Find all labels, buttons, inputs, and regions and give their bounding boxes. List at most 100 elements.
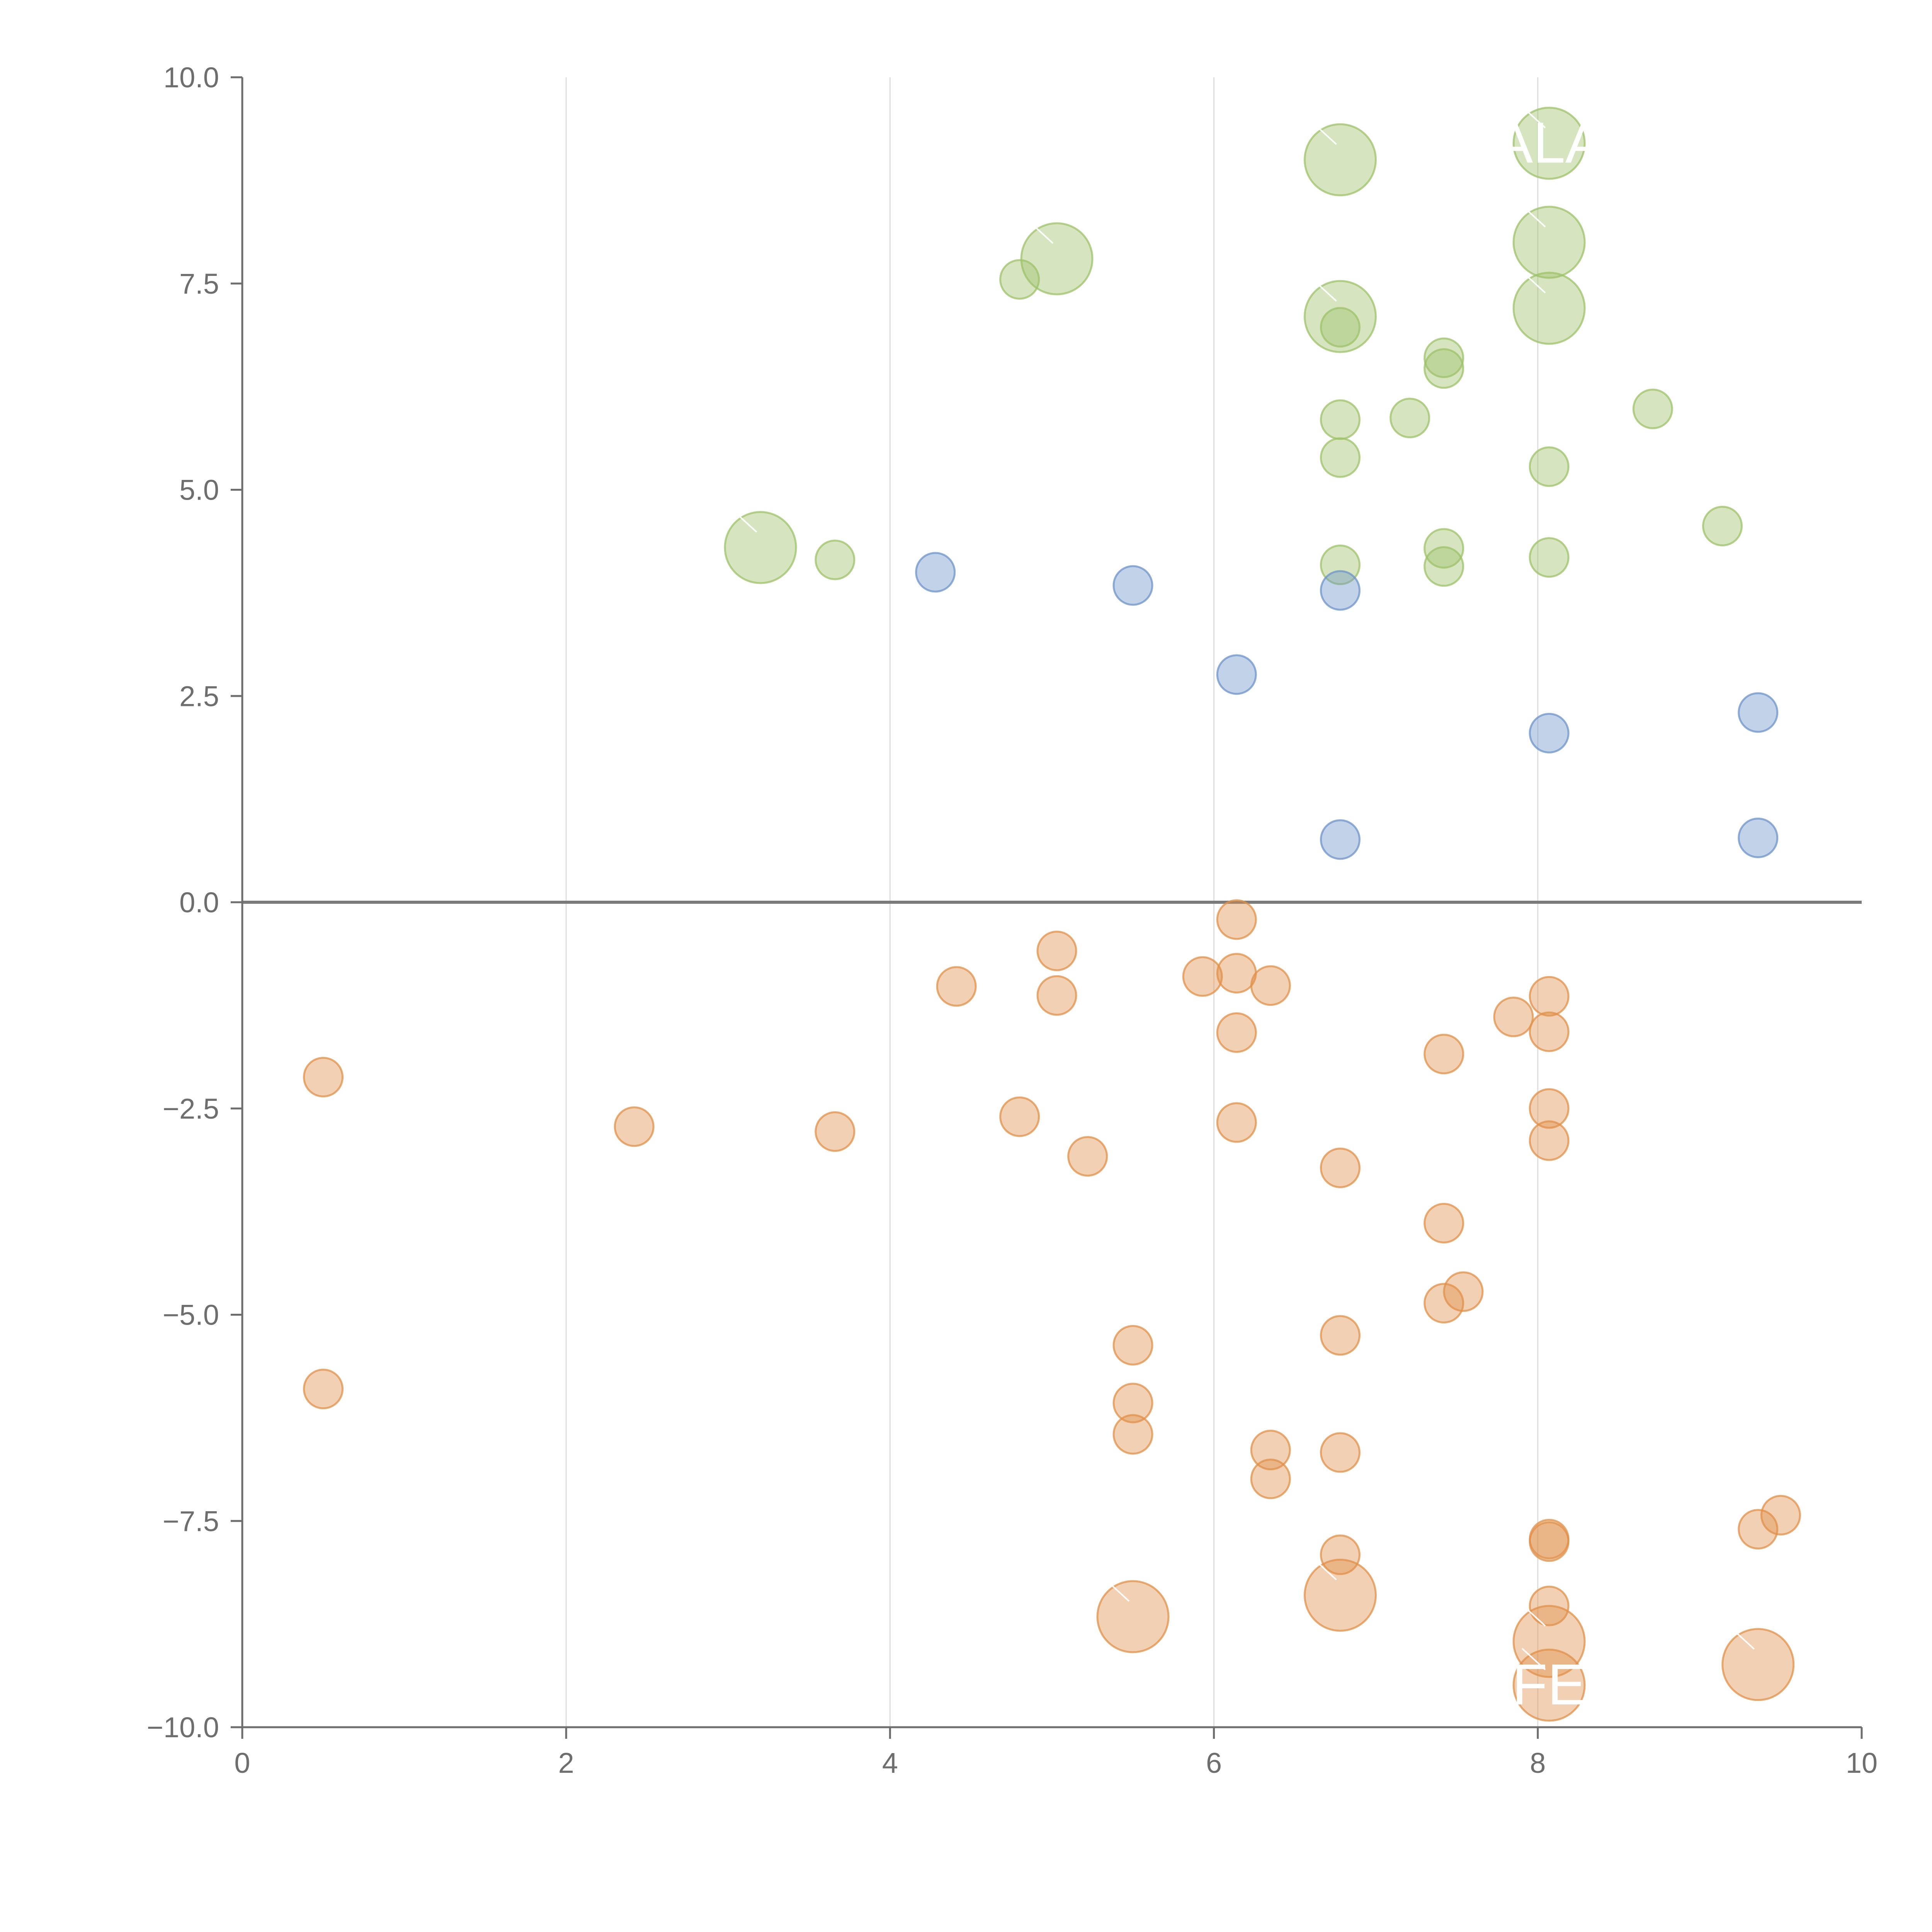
data-point-orange [1423,1034,1464,1075]
data-point-orange [1529,1011,1570,1052]
label-leader-line [1313,122,1337,145]
y-tick-label: −7.5 [163,1505,219,1537]
data-point-orange [1529,1585,1570,1626]
data-point-orange [1443,1271,1484,1312]
data-point-green [1320,437,1361,478]
data-points [303,107,1801,1722]
data-point-green [1423,337,1464,378]
data-point-green [1423,546,1464,587]
y-tick-label: 5.0 [179,474,219,506]
y-tick-label: −5.0 [163,1299,219,1331]
data-point-orange [1250,1458,1291,1499]
label-leader-line [1730,1627,1755,1650]
data-point-orange [1036,930,1077,971]
data-point-orange [1512,1648,1586,1722]
label-leader-line [1105,1579,1130,1602]
x-tick-label: 2 [558,1747,574,1779]
data-point-green [1529,446,1570,487]
data-point-green [1529,537,1570,578]
point-label: ALA [1494,110,1604,175]
label-leader-line [1521,271,1546,294]
data-point-green [1702,505,1743,546]
data-point-green [1320,307,1361,348]
x-tick-label: 0 [234,1747,250,1779]
data-point-orange [1250,1430,1291,1471]
data-point-green [1389,398,1430,439]
data-point-orange [1529,976,1570,1017]
data-point-orange [1320,1534,1361,1575]
data-point-green [1320,399,1361,440]
data-point-orange [1250,965,1291,1006]
data-point-orange [1423,1283,1464,1324]
y-tick-label: 2.5 [179,680,219,712]
label-leader-line [1521,205,1546,228]
label-leader-line [733,510,757,533]
data-point-orange [999,1096,1040,1137]
data-point-orange [1216,1102,1257,1143]
label-leader-line [1521,1604,1546,1627]
data-point-blue [1320,570,1361,611]
data-point-orange [1067,1136,1108,1177]
data-point-orange [1112,1414,1153,1455]
data-point-green [1632,388,1673,429]
data-point-orange [1493,997,1534,1037]
data-point-orange [1320,1432,1361,1473]
data-point-orange [1738,1509,1779,1550]
y-tick-label: −2.5 [163,1093,219,1125]
y-tick-label: 0.0 [179,886,219,918]
label-leader-line [1029,221,1054,244]
x-tick-label: 4 [882,1747,898,1779]
data-point-blue [1320,819,1361,860]
label-leader-line [1313,1558,1337,1580]
data-point-green [1423,528,1464,569]
data-point-green [815,539,855,580]
data-point-orange [303,1369,344,1410]
data-point-orange [1216,1012,1257,1053]
x-tick-label: 6 [1206,1747,1222,1779]
label-leader-line [1313,279,1337,302]
data-point-orange [1529,1521,1570,1562]
data-point-orange [1216,953,1257,994]
data-point-orange [1760,1495,1801,1536]
data-point-green [1303,123,1377,196]
data-point-orange [1036,975,1077,1016]
label-leaders [733,106,1755,1670]
data-point-blue [1738,817,1779,858]
data-point-blue [1112,565,1153,606]
point-labels: ALA FE [1494,110,1604,1717]
data-point-green [1512,107,1586,180]
data-point-orange [614,1106,655,1147]
data-point-orange [1529,1120,1570,1161]
data-point-orange [1423,1203,1464,1244]
data-point-orange [1112,1383,1153,1423]
data-point-blue [1216,654,1257,695]
data-point-orange [1216,899,1257,940]
data-point-orange [1320,1315,1361,1356]
x-tick-label: 10 [1846,1747,1878,1779]
data-point-green [1512,206,1586,279]
data-point-blue [1529,713,1570,753]
data-point-orange [1096,1580,1170,1653]
axes: −10.0 −7.5 −5.0 −2.5 0.0 2.5 5.0 7.5 10.0 0 2 4 6 8 10 [147,61,1878,1779]
y-tick-label: 10.0 [163,61,219,94]
data-point-orange [1721,1628,1795,1701]
data-point-orange [1112,1325,1153,1366]
label-leader-line [1521,106,1546,129]
label-leader-line [1521,1648,1546,1670]
data-point-green [1423,348,1464,389]
data-point-orange [936,966,977,1007]
data-point-blue [915,552,956,593]
data-point-orange [303,1057,344,1098]
data-point-orange [1512,1605,1586,1678]
data-point-green [724,511,797,584]
y-tick-label: −10.0 [147,1711,219,1743]
point-label: FE [1512,1652,1586,1717]
data-point-orange [1320,1147,1361,1188]
y-tick-label: 7.5 [179,268,219,300]
data-point-green [999,259,1040,300]
x-tick-label: 8 [1530,1747,1546,1779]
data-point-orange [1182,956,1223,997]
data-point-green [1512,272,1586,345]
data-point-orange [815,1111,855,1152]
